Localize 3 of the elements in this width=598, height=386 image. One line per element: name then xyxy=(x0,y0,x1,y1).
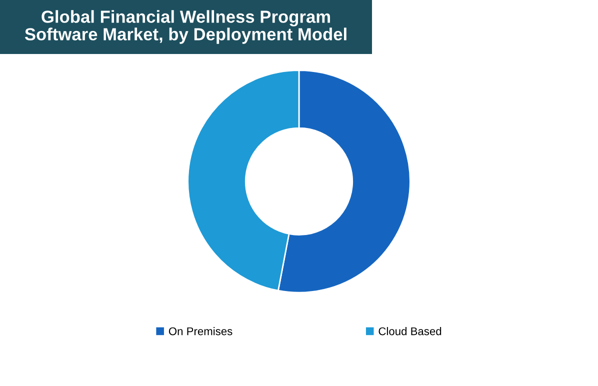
legend-label: Cloud Based xyxy=(378,327,442,336)
legend-label: On Premises xyxy=(168,327,232,336)
chart-title: Global Financial Wellness Program Software Market, by Deployment Model xyxy=(24,10,346,44)
